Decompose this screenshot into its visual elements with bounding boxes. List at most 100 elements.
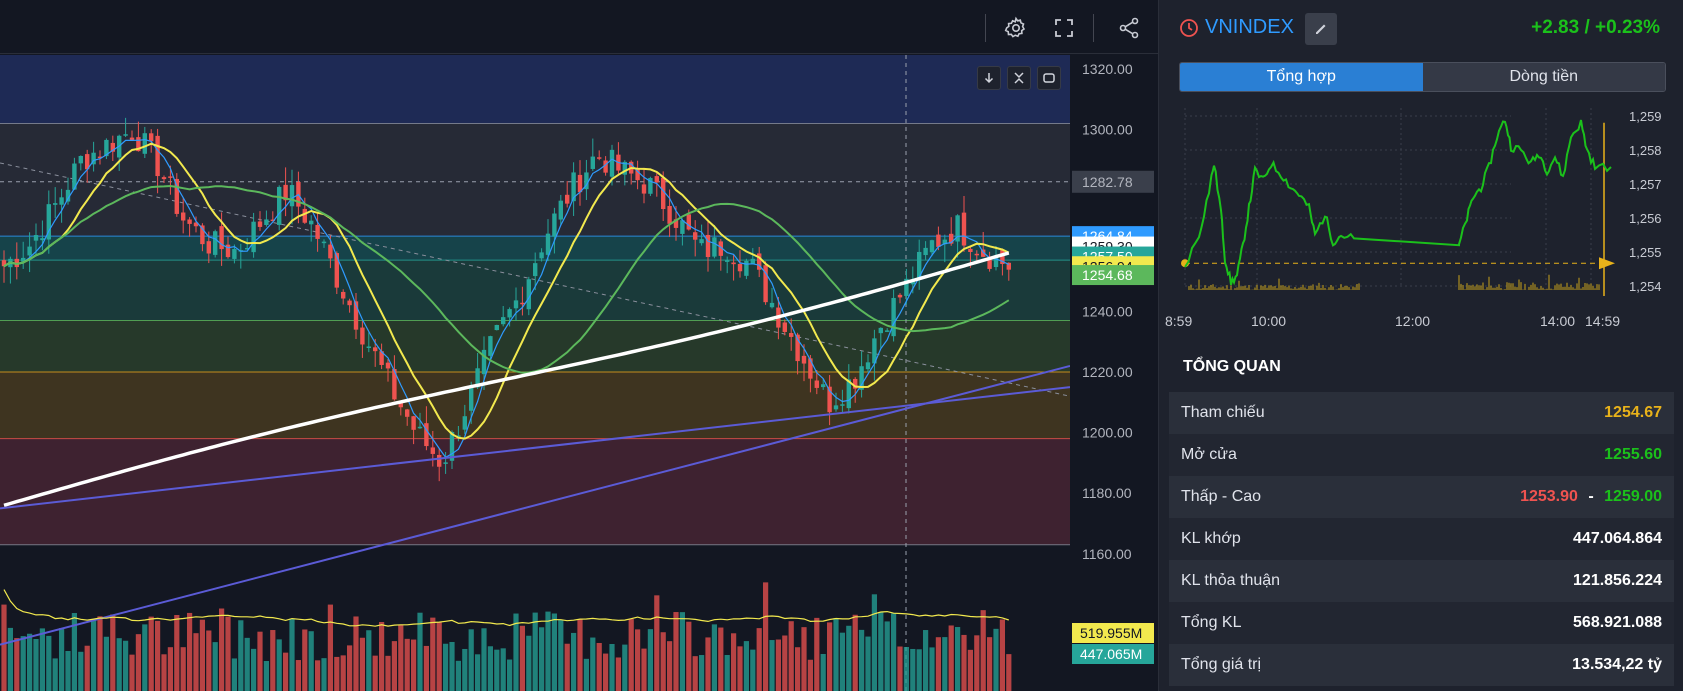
volume-ma-line xyxy=(3,589,1009,627)
candle-body xyxy=(558,200,563,220)
volume-bar xyxy=(545,611,551,691)
ticker-symbol[interactable]: VNINDEX xyxy=(1205,16,1294,38)
candle-body xyxy=(974,253,979,256)
volume-bar xyxy=(961,634,967,691)
volume-bar xyxy=(110,614,116,691)
candle-body xyxy=(155,135,160,177)
volume-bar xyxy=(667,641,673,691)
price-tag-label: 1254.68 xyxy=(1082,267,1133,283)
volume-bar xyxy=(481,628,487,691)
zone-band xyxy=(0,123,1070,237)
candle-body xyxy=(725,260,730,262)
volume-bar xyxy=(39,628,45,691)
candle-body xyxy=(97,156,103,159)
volume-bar xyxy=(942,637,948,691)
volume-bar xyxy=(955,627,961,691)
volume-bar xyxy=(334,656,340,691)
candle-body xyxy=(283,184,288,201)
volume-bar xyxy=(590,637,596,691)
volume-bar xyxy=(705,637,711,691)
candle-body xyxy=(750,258,755,264)
volume-bar xyxy=(97,616,103,691)
candle-body xyxy=(309,220,314,225)
share-icon[interactable] xyxy=(1113,12,1145,44)
volume-bar xyxy=(347,645,353,691)
volume-bar xyxy=(391,641,397,691)
info-tabs: Tổng hợp Dòng tiền xyxy=(1179,62,1666,92)
candle-body xyxy=(667,205,672,224)
volume-bar xyxy=(423,645,429,691)
candle-body xyxy=(289,185,295,207)
candle-body xyxy=(641,184,647,194)
reset-view-icon[interactable] xyxy=(1037,66,1061,90)
volume-bar xyxy=(468,629,474,691)
volume-bar xyxy=(539,627,545,691)
volume-bar xyxy=(628,618,634,691)
axis-tick-label: 1200.00 xyxy=(1082,425,1133,441)
zone-band xyxy=(0,236,1070,261)
candle-body xyxy=(392,369,397,400)
candle-body xyxy=(193,222,199,227)
volume-bar xyxy=(443,643,449,691)
volume-bar xyxy=(980,610,986,691)
candle-body xyxy=(78,155,83,164)
volume-bar xyxy=(379,621,385,691)
candle-body xyxy=(859,366,864,390)
fullscreen-icon[interactable] xyxy=(1048,12,1080,44)
candle-body xyxy=(321,241,327,244)
candle-body xyxy=(789,333,794,337)
candle-body xyxy=(437,454,442,467)
volume-bar xyxy=(737,646,743,691)
candle-body xyxy=(878,327,883,334)
tab-tong-hop[interactable]: Tổng hợp xyxy=(1180,63,1423,91)
candle-body xyxy=(757,253,762,270)
candle-body xyxy=(981,249,986,257)
candle-body xyxy=(104,139,109,157)
main-chart-panel[interactable]: 1320.00 1300.00 1282.78 1240.00 1220.00 1200.… xyxy=(0,0,1158,691)
scroll-down-button[interactable] xyxy=(977,66,1001,90)
row-matched-volume: KL khớp 447.064.864 xyxy=(1169,518,1674,560)
collapse-icon[interactable] xyxy=(1007,66,1031,90)
candle-body xyxy=(769,302,775,308)
volume-bar xyxy=(795,647,801,691)
volume-bar xyxy=(507,659,513,691)
candle-body xyxy=(219,226,224,250)
settings-icon[interactable] xyxy=(1000,12,1032,44)
candle-body xyxy=(142,133,147,154)
volume-bar xyxy=(577,619,583,691)
candle-body xyxy=(590,156,595,169)
candle-body xyxy=(680,220,685,234)
volume-bar xyxy=(116,638,122,691)
candle-body xyxy=(539,252,544,259)
intraday-y-label: 1,254 xyxy=(1629,279,1662,294)
volume-bar xyxy=(436,622,442,691)
volume-bar xyxy=(935,637,941,691)
volume-bar xyxy=(583,658,589,691)
candle-body xyxy=(481,349,487,375)
axis-tick-label: 1282.78 xyxy=(1082,174,1133,190)
tab-dong-tien[interactable]: Dòng tiền xyxy=(1422,63,1665,91)
candle-body xyxy=(597,157,602,159)
reference-marker xyxy=(1599,257,1615,270)
row-negotiated-volume: KL thỏa thuận 121.856.224 xyxy=(1169,560,1674,602)
candle-body xyxy=(673,219,679,228)
price-chart[interactable]: 1320.00 1300.00 1282.78 1240.00 1220.00 1200.… xyxy=(0,55,1158,691)
volume-bar xyxy=(398,624,404,691)
volume-bar xyxy=(161,654,167,691)
edit-button[interactable] xyxy=(1305,13,1337,45)
volume-bar xyxy=(52,658,58,691)
candle-body xyxy=(353,301,359,330)
volume-bar xyxy=(948,625,954,691)
toolbar-separator xyxy=(1093,14,1094,42)
intraday-chart[interactable]: 1,259 1,258 1,257 1,256 1,255 1,254 8:59 10:00 1… xyxy=(1159,98,1683,338)
volume-bar xyxy=(743,641,749,691)
candle-body xyxy=(40,238,45,241)
overview-title: TỔNG QUAN xyxy=(1183,358,1281,375)
volume-bar xyxy=(65,650,71,691)
toolbar-separator xyxy=(985,14,986,42)
intraday-y-label: 1,258 xyxy=(1629,143,1662,158)
candle-body xyxy=(411,416,416,430)
candle-body xyxy=(181,212,186,221)
volume-bar xyxy=(974,635,980,691)
